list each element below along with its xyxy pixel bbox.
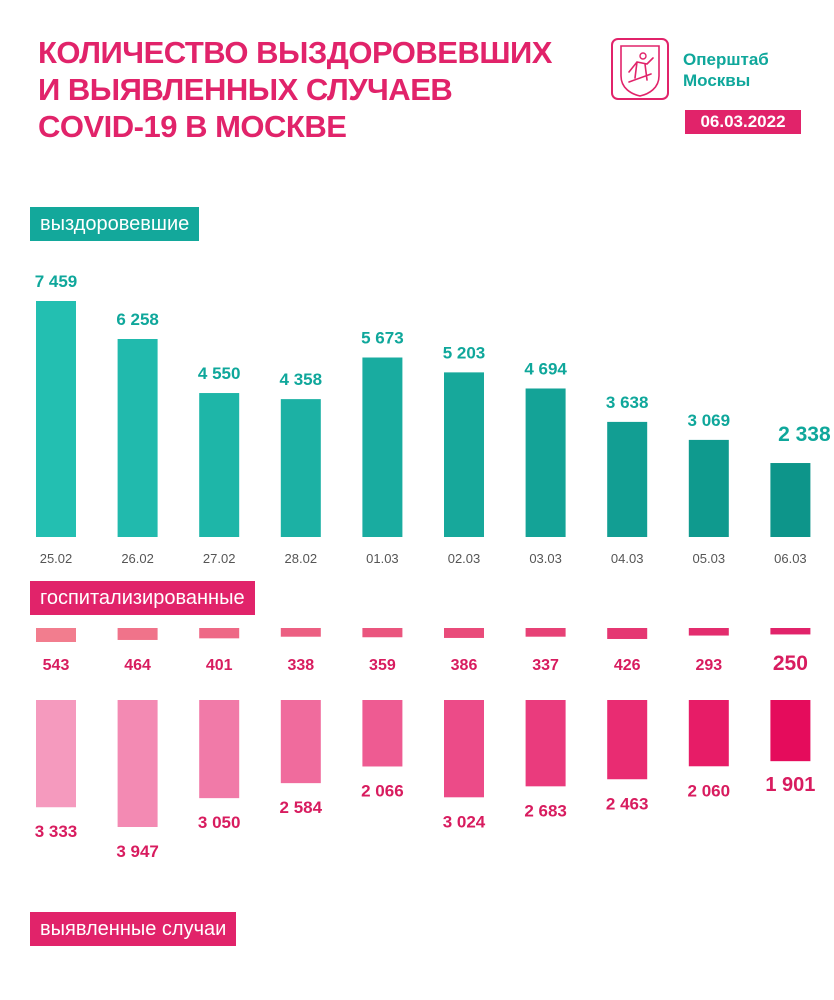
recovered-value-label: 5 203 (443, 343, 486, 362)
recovered-value-label: 3 638 (606, 393, 649, 412)
cases-bar (444, 700, 484, 798)
recovered-bar (444, 372, 484, 537)
title-line-3: COVID-19 в Москве (38, 109, 347, 144)
recovered-value-label: 4 358 (280, 370, 323, 389)
cases-value-label: 2 463 (606, 794, 649, 813)
hospitalized-bar (199, 628, 240, 639)
hospitalized-bar (525, 628, 566, 637)
recovered-value-label: 7 459 (35, 272, 78, 291)
hospitalized-value-label: 337 (532, 657, 559, 674)
date-tick-label: 28.02 (285, 551, 318, 566)
recovered-label: выздоровевшие (30, 207, 200, 241)
hospitalized-bar (770, 628, 811, 635)
cases-value-label: 3 050 (198, 813, 241, 832)
recovered-bar (607, 421, 648, 537)
recovered-bar (117, 338, 158, 537)
hospitalized-bar (607, 628, 648, 639)
hospitalized-bar (117, 628, 158, 640)
cases-label: выявленные случаи (30, 912, 237, 946)
recovered-bar (688, 439, 729, 537)
cases-value-label: 2 066 (361, 781, 404, 800)
cases-bar (362, 700, 403, 767)
date-badge: 06.03.2022 (685, 110, 801, 134)
date-tick-label: 26.02 (121, 551, 154, 566)
date-tick-label: 05.03 (693, 551, 726, 566)
cases-value-label: 2 683 (524, 801, 567, 820)
organization-name: Оперштаб Москвы (683, 49, 823, 91)
cases-bar (688, 700, 729, 767)
date-tick-label: 03.03 (529, 551, 562, 566)
hospitalized-value-label: 464 (124, 657, 151, 674)
hospitalized-label: госпитализированные (30, 581, 255, 615)
chart-title: Количество выздоровевших и выявленных сл… (38, 34, 598, 145)
recovered-value-label: 4 550 (198, 364, 241, 383)
date-tick-label: 01.03 (366, 551, 399, 566)
cases-bar (607, 700, 648, 780)
org-line-2: Москвы (683, 71, 751, 90)
hospitalized-bar (444, 628, 484, 638)
date-tick-label: 25.02 (40, 551, 73, 566)
recovered-value-label: 2 338 (778, 423, 831, 446)
hospitalized-value-label: 426 (614, 657, 641, 674)
cases-value-label: 3 333 (35, 822, 78, 841)
cases-bar (770, 700, 811, 762)
recovered-bar (280, 399, 321, 537)
hospitalized-value-label: 386 (451, 657, 478, 674)
hospitalized-value-label: 293 (695, 657, 722, 674)
recovered-bar (770, 463, 811, 537)
date-tick-label: 27.02 (203, 551, 236, 566)
hospitalized-value-label: 338 (287, 657, 314, 674)
cases-bar (525, 700, 566, 787)
cases-value-label: 3 024 (443, 812, 486, 831)
hospitalized-value-label: 250 (773, 652, 808, 675)
recovered-bar (525, 388, 566, 537)
recovered-bar (199, 393, 240, 537)
cases-bar (117, 700, 158, 827)
date-tick-label: 06.03 (774, 551, 807, 566)
recovered-value-label: 4 694 (524, 359, 567, 378)
hospitalized-value-label: 401 (206, 657, 233, 674)
hospitalized-bar (280, 628, 321, 637)
cases-bar (280, 700, 321, 784)
title-line-2: и выявленных случаев (38, 72, 453, 107)
date-tick-label: 04.03 (611, 551, 644, 566)
cases-value-label: 2 584 (280, 798, 323, 817)
hospitalized-bar (36, 628, 76, 642)
cases-bar (199, 700, 240, 799)
cases-value-label: 2 060 (688, 781, 731, 800)
recovered-value-label: 6 258 (116, 310, 159, 329)
hospitalized-value-label: 543 (43, 657, 70, 674)
cases-bar (36, 700, 76, 808)
cases-value-label: 1 901 (765, 774, 815, 796)
recovered-bar (362, 357, 403, 537)
hospitalized-value-label: 359 (369, 657, 396, 674)
cases-value-label: 3 947 (116, 842, 159, 861)
hospitalized-bar (362, 628, 403, 638)
org-line-1: Оперштаб (683, 50, 769, 69)
recovered-value-label: 5 673 (361, 329, 404, 348)
recovered-value-label: 3 069 (688, 411, 731, 430)
recovered-bar (36, 301, 76, 537)
moscow-coat-of-arms-icon (611, 38, 669, 100)
hospitalized-bar (688, 628, 729, 636)
date-tick-label: 02.03 (448, 551, 481, 566)
title-line-1: Количество выздоровевших (38, 35, 552, 70)
